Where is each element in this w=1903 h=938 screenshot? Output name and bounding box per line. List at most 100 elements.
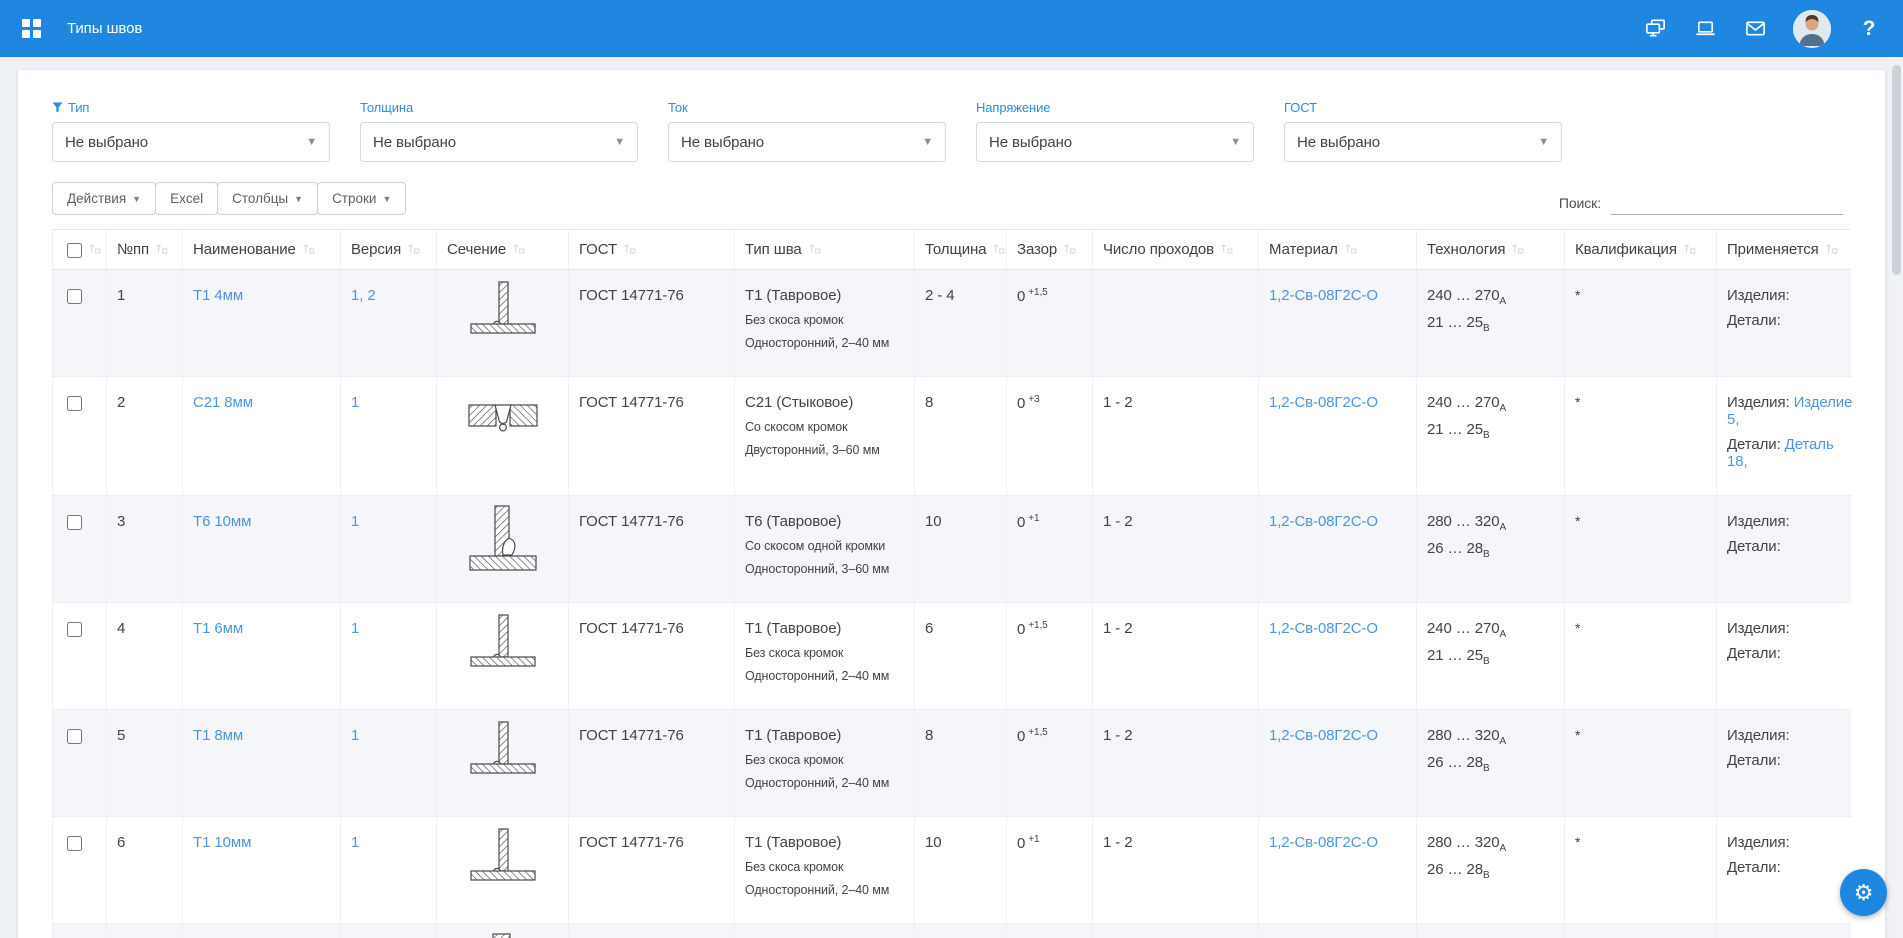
version-link[interactable]: 1, 2 (351, 287, 376, 304)
technology-range: 21 … 25 (1427, 647, 1483, 664)
sort-icon[interactable] (1344, 242, 1357, 255)
table-actions-group: Действия▼ Excel Столбцы▼ Строки▼ (52, 182, 405, 215)
column-header-0: №пп (107, 230, 183, 270)
seam-type-line: С21 (Стыковое) (745, 394, 904, 411)
sort-icon[interactable] (512, 242, 525, 255)
sort-icon[interactable] (1220, 242, 1233, 255)
sort-icon[interactable] (155, 242, 168, 255)
sort-icon[interactable] (623, 242, 636, 255)
filter-select-3[interactable]: Не выбрано▼ (976, 122, 1254, 162)
technology-line: 280 … 320А (1427, 834, 1554, 854)
seam-name-link[interactable]: Т6 10мм (193, 513, 251, 530)
gost-cell: ГОСТ 14771-76 (569, 710, 735, 817)
row-checkbox[interactable] (67, 396, 82, 411)
applies-line: Изделия: (1727, 834, 1841, 851)
row-checkbox[interactable] (67, 622, 82, 637)
sort-icon[interactable] (1683, 242, 1696, 255)
seam-name-link[interactable]: Т1 4мм (193, 287, 243, 304)
apps-grid-icon[interactable] (22, 19, 41, 38)
seam-name-link[interactable]: Т1 10мм (193, 834, 251, 851)
filter-select-2[interactable]: Не выбрано▼ (668, 122, 946, 162)
material-link[interactable]: 1,2-Св-08Г2С-О (1269, 620, 1378, 637)
filter-select-value: Не выбрано (373, 134, 456, 151)
settings-fab[interactable]: ⚙ (1840, 869, 1887, 916)
sort-icon[interactable] (88, 242, 101, 255)
row-checkbox[interactable] (67, 289, 82, 304)
filter-select-value: Не выбрано (1297, 134, 1380, 151)
applies-label: Изделия: (1727, 513, 1790, 530)
column-header-12: Применяется (1717, 230, 1852, 270)
sort-icon[interactable] (302, 242, 315, 255)
select-all-checkbox[interactable] (67, 243, 82, 258)
columns-button[interactable]: Столбцы▼ (217, 182, 318, 215)
technology-unit: А (1500, 296, 1507, 307)
row-checkbox[interactable] (67, 836, 82, 851)
row-number-cell: 7 (107, 924, 183, 938)
filter-group-4: ГОСТ Не выбрано ▼ (1284, 100, 1562, 162)
filter-select-4[interactable]: Не выбрано ▼ (1284, 122, 1562, 162)
filter-label: ГОСТ (1284, 100, 1562, 115)
material-link[interactable]: 1,2-Св-08Г2С-О (1269, 287, 1378, 304)
technology-range: 280 … 320 (1427, 834, 1500, 851)
laptop-icon[interactable] (1693, 17, 1717, 41)
version-cell: 1 (341, 603, 437, 710)
column-header-1: Наименование (183, 230, 341, 270)
version-link[interactable]: 1 (351, 620, 359, 637)
help-icon[interactable]: ? (1857, 17, 1881, 41)
row-number-cell: 2 (107, 377, 183, 496)
section-cell (437, 377, 569, 496)
name-cell: С21 8мм (183, 377, 341, 496)
displays-icon[interactable] (1643, 17, 1667, 41)
filter-select-1[interactable]: Не выбрано▼ (360, 122, 638, 162)
column-header-11: Квалификация (1565, 230, 1717, 270)
chevron-down-icon: ▼ (294, 194, 303, 204)
seam-name-link[interactable]: С21 8мм (193, 394, 253, 411)
seam-type-line: Со скосом одной кромки (745, 539, 904, 553)
search-input[interactable] (1611, 190, 1843, 215)
sort-icon[interactable] (1511, 242, 1524, 255)
version-link[interactable]: 1 (351, 513, 359, 530)
version-link[interactable]: 1 (351, 727, 359, 744)
scrollbar-thumb[interactable] (1892, 65, 1901, 275)
rows-button[interactable]: Строки▼ (317, 182, 406, 215)
gap-tolerance: +1,5 (1028, 287, 1047, 298)
column-header-label: Технология (1427, 241, 1505, 258)
material-link[interactable]: 1,2-Св-08Г2С-О (1269, 834, 1378, 851)
sort-icon[interactable] (407, 242, 420, 255)
row-checkbox[interactable] (67, 729, 82, 744)
chevron-down-icon: ▼ (922, 136, 933, 148)
weld-section-diagram (464, 327, 542, 344)
technology-line: 26 … 28В (1427, 754, 1554, 774)
row-checkbox-cell (53, 603, 107, 710)
material-cell: 1,2-Св-08Г2С-О (1259, 924, 1417, 938)
sort-icon[interactable] (808, 242, 821, 255)
seam-name-link[interactable]: Т1 6мм (193, 620, 243, 637)
excel-button[interactable]: Excel (155, 182, 218, 215)
sort-icon[interactable] (1063, 242, 1076, 255)
gap-base: 0 (1017, 395, 1025, 412)
row-checkbox[interactable] (67, 515, 82, 530)
avatar[interactable] (1793, 10, 1831, 48)
applies-label: Изделия: (1727, 727, 1790, 744)
mail-icon[interactable] (1743, 17, 1767, 41)
gap-cell: 0+1,5 (1007, 270, 1093, 377)
filter-select-0[interactable]: Не выбрано▼ (52, 122, 330, 162)
thickness-cell: 8 (915, 377, 1007, 496)
gap-cell: 0+1,5 (1007, 710, 1093, 817)
material-link[interactable]: 1,2-Св-08Г2С-О (1269, 513, 1378, 530)
material-cell: 1,2-Св-08Г2С-О (1259, 603, 1417, 710)
table-row: 3Т6 10мм1ГОСТ 14771-76Т6 (Тавровое)Со ск… (53, 496, 1852, 603)
sort-icon[interactable] (992, 242, 1005, 255)
gost-cell: ГОСТ 14771-76 (569, 496, 735, 603)
version-link[interactable]: 1 (351, 834, 359, 851)
sort-icon[interactable] (1825, 242, 1838, 255)
page-scrollbar[interactable] (1890, 57, 1903, 938)
version-link[interactable]: 1 (351, 394, 359, 411)
material-link[interactable]: 1,2-Св-08Г2С-О (1269, 394, 1378, 411)
seam-name-link[interactable]: Т1 8мм (193, 727, 243, 744)
chevron-down-icon: ▼ (1538, 136, 1549, 148)
technology-range: 26 … 28 (1427, 861, 1483, 878)
actions-button[interactable]: Действия▼ (52, 182, 156, 215)
passes-cell: 1 - 2 (1093, 817, 1259, 924)
material-link[interactable]: 1,2-Св-08Г2С-О (1269, 727, 1378, 744)
